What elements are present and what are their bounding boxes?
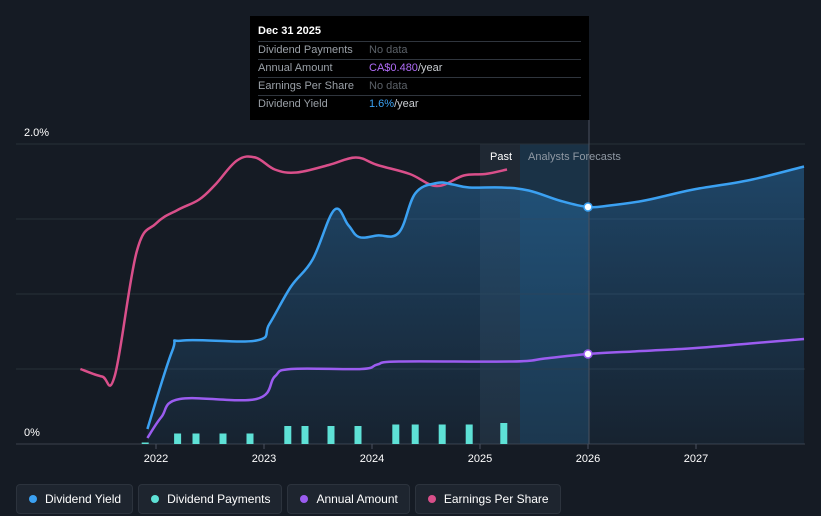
hover-markers [583,202,593,359]
dividend-payment-bar [141,442,149,444]
x-axis-ticks: 2022 2023 2024 2025 2026 2027 [144,444,708,465]
dividend-chart: 2.0% 0% Past Analysts Forecasts 2022 2023… [16,120,805,465]
hover-tooltip: Dec 31 2025 Dividend Payments No data An… [250,16,589,120]
legend-label: Dividend Yield [45,492,122,506]
earnings-per-share-line [79,155,508,387]
x-tick-label: 2022 [144,453,168,465]
dividend-payment-bar [327,426,335,444]
x-tick-label: 2023 [252,453,276,465]
dividend-payment-bar [465,424,473,444]
dividend-yield-area [147,166,804,444]
legend-item-dividend-payments[interactable]: Dividend Payments [138,484,283,514]
x-tick-label: 2026 [576,453,600,465]
dividend-yield-line [146,165,805,430]
dividend-payment-bar [354,426,362,444]
tooltip-date: Dec 31 2025 [258,25,321,37]
dividend-payment-bar [174,433,182,444]
legend-dot-icon [29,495,37,503]
legend-label: Earnings Per Share [443,492,549,506]
hover-marker [583,202,593,212]
legend-dot-icon [151,495,160,503]
tooltip-suffix: /year [417,62,443,74]
legend-label: Dividend Payments [167,492,271,506]
dividend-payment-bar [411,424,419,444]
legend-item-dividend-yield[interactable]: Dividend Yield [16,484,134,514]
dividend-payment-bars [141,423,508,444]
analysts-forecasts-label: Analysts Forecasts [528,151,621,163]
tooltip-label: Dividend Payments [258,44,353,56]
y-axis-max-label: 2.0% [24,127,49,139]
legend-label: Annual Amount [316,492,398,506]
tooltip-row-annual-amount: Annual Amount CA$0.480/year [258,59,581,77]
tooltip-row-dividend-payments: Dividend Payments No data [258,41,581,59]
legend-item-annual-amount[interactable]: Annual Amount [287,484,410,514]
tooltip-value: No data [369,80,408,92]
dividend-payment-bar [192,433,200,444]
chart-legend: Dividend Yield Dividend Payments Annual … [16,484,561,514]
tooltip-label: Annual Amount [258,62,333,74]
dividend-payment-bar [284,426,292,444]
tooltip-label: Earnings Per Share [258,80,354,92]
y-axis-min-label: 0% [24,427,40,439]
tooltip-label: Dividend Yield [258,98,328,110]
tooltip-row-earnings-per-share: Earnings Per Share No data [258,77,581,95]
dividend-payment-bar [392,424,400,444]
legend-dot-icon [300,495,309,503]
tooltip-value: 1.6% [369,98,395,110]
dividend-payment-bar [500,423,508,444]
x-tick-label: 2027 [684,453,708,465]
legend-item-earnings-per-share[interactable]: Earnings Per Share [414,484,561,514]
tooltip-value: No data [369,44,408,56]
dividend-payment-bar [301,426,309,444]
annual-amount-line [146,337,805,439]
dividend-payment-bar [246,433,254,444]
tooltip-suffix: /year [394,98,419,110]
hover-marker [583,349,593,359]
x-tick-label: 2025 [468,453,492,465]
legend-dot-icon [427,495,436,503]
tooltip-value: CA$0.480 [369,62,418,74]
tooltip-row-dividend-yield: Dividend Yield 1.6%/year [258,95,581,113]
dividend-payment-bar [438,424,446,444]
x-tick-label: 2024 [360,453,384,465]
dividend-payment-bar [219,433,227,444]
past-label: Past [490,151,512,163]
